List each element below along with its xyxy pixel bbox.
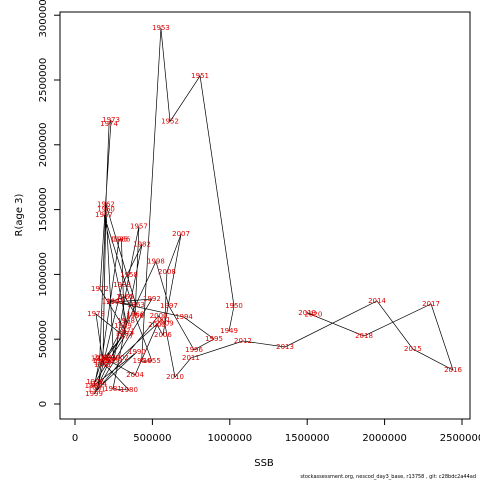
point-label: 1954	[133, 357, 151, 365]
point-label: 2018	[355, 332, 373, 340]
y-tick-label: 3000000	[38, 0, 49, 37]
point-label: 1990	[128, 348, 146, 356]
point-label: 1973	[102, 116, 120, 124]
point-label: 1950	[225, 302, 243, 310]
point-label: 1987	[116, 330, 134, 338]
point-label: 2010	[166, 373, 184, 381]
y-tick-label: 2500000	[38, 58, 49, 103]
x-tick-label: 1500000	[285, 433, 330, 444]
point-label: 1965	[116, 293, 134, 301]
x-tick-label: 2000000	[362, 433, 407, 444]
plot-frame	[59, 11, 471, 420]
point-label: 1962	[97, 200, 115, 208]
point-label: 1957	[130, 222, 148, 230]
point-label: 2011	[182, 354, 200, 362]
point-label: 1977	[116, 333, 134, 341]
point-label: 2020	[304, 311, 322, 319]
x-tick-label: 500000	[133, 433, 171, 444]
point-label: 1985	[110, 235, 128, 243]
point-label: 1995	[205, 335, 223, 343]
point-label: 1979	[94, 359, 112, 367]
point-label: 2000	[150, 312, 168, 320]
y-tick-label: 0	[38, 401, 49, 407]
point-label: 2005	[148, 321, 166, 329]
point-label: 1958	[120, 271, 138, 279]
point-label: 1981	[104, 385, 122, 393]
x-tick-label: 1000000	[208, 433, 253, 444]
point-label: 1961	[94, 361, 112, 369]
point-label: 1964	[102, 298, 120, 306]
footnote: stockassessment.org, nescod_day3_base, r…	[300, 474, 476, 480]
point-label: 2016	[444, 366, 462, 374]
point-label: 2003	[94, 353, 112, 361]
point-label: 2012	[234, 337, 252, 345]
point-label: 1991	[88, 386, 106, 394]
point-label: 2013	[276, 343, 294, 351]
y-tick-label: 500000	[38, 320, 49, 358]
y-tick-label: 1000000	[38, 252, 49, 297]
trajectory-line	[92, 28, 454, 395]
point-label: 1989	[85, 382, 103, 390]
point-label: 1992	[143, 295, 161, 303]
point-label: 2001	[153, 316, 171, 324]
point-label: 1976	[86, 378, 104, 386]
point-label: 1966	[126, 311, 144, 319]
point-label: 2017	[422, 300, 440, 308]
point-label: 1978	[87, 310, 105, 318]
point-label: 1984	[89, 381, 107, 389]
point-label: 2002	[111, 354, 129, 362]
point-label: 1998	[147, 257, 165, 265]
point-label: 1986	[113, 235, 131, 243]
point-label: 2008	[158, 268, 176, 276]
y-tick-label: 1500000	[38, 187, 49, 232]
point-label: 1983	[113, 281, 131, 289]
point-label: 1974	[100, 120, 118, 128]
point-label: 1952	[161, 117, 179, 125]
point-label: 1955	[143, 357, 161, 365]
x-tick-label: 0	[72, 433, 78, 444]
point-label: 2004	[126, 371, 144, 379]
point-label: 2015	[404, 345, 422, 353]
point-label: 1980	[120, 386, 138, 394]
point-label: 2006	[154, 331, 172, 339]
point-label: 1959	[105, 357, 123, 365]
point-label: 1997	[160, 302, 178, 310]
point-label: 1999	[85, 390, 103, 398]
point-label: 1993	[106, 298, 124, 306]
point-label: 1949	[220, 327, 238, 335]
point-label: 1971	[117, 327, 135, 335]
point-label: 1982	[133, 241, 151, 249]
point-label: 1956	[126, 312, 144, 320]
point-label: 1963	[127, 301, 145, 309]
point-label: 1960	[97, 206, 115, 214]
point-label: 1967	[95, 211, 113, 219]
point-label: 1970	[97, 355, 115, 363]
point-label: 2019	[298, 309, 316, 317]
point-label: 1969	[114, 322, 132, 330]
point-label: 1996	[185, 346, 203, 354]
point-label: 2014	[368, 297, 386, 305]
point-label: 1953	[152, 24, 170, 32]
y-axis-label: R(age 3)	[14, 193, 25, 236]
point-label: 1988	[92, 357, 110, 365]
point-label: 2007	[172, 230, 190, 238]
x-axis-label: SSB	[254, 458, 274, 469]
point-label: 1994	[175, 313, 193, 321]
point-label: 1975	[91, 355, 109, 363]
point-label: 1968	[117, 317, 135, 325]
x-tick-label: 2500000	[440, 433, 480, 444]
point-label: 1972	[91, 285, 109, 293]
point-label: 2009	[156, 320, 174, 328]
y-tick-label: 2000000	[38, 123, 49, 168]
point-label: 1951	[191, 72, 209, 80]
